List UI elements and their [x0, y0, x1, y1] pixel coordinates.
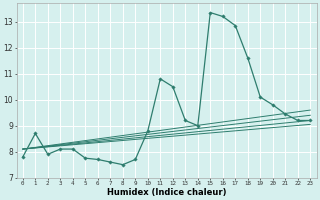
- X-axis label: Humidex (Indice chaleur): Humidex (Indice chaleur): [107, 188, 226, 197]
